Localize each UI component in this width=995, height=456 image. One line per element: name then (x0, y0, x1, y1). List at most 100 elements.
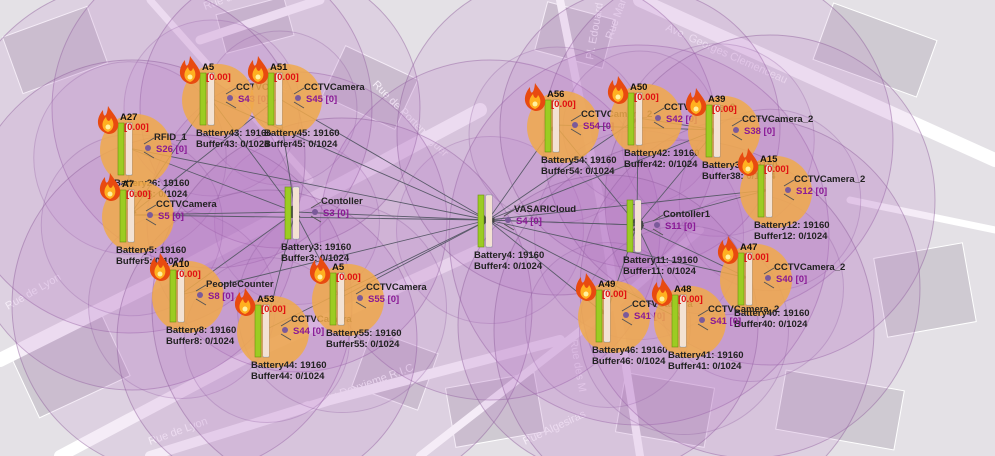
battery-bar (544, 99, 552, 153)
device-icon (280, 319, 292, 341)
link-line (294, 211, 489, 221)
node-battery-label: Battery40: 19160 (734, 308, 810, 319)
fire-icon (651, 278, 673, 306)
node-sensor-label: S41 [0] (710, 316, 741, 327)
node-alarm-label: A50 (630, 82, 647, 93)
node-battery-label: Battery3: 19160 (281, 242, 351, 253)
battery-bar (117, 122, 125, 176)
node-sensor-label: S40 [0] (776, 274, 807, 285)
battery-bar (329, 272, 337, 326)
fire-icon (309, 256, 331, 284)
device-icon (570, 114, 582, 136)
node-battery-label: Battery8: 19160 (166, 325, 236, 336)
node-battery-label: Battery55: 19160 (326, 328, 402, 339)
buffer-bar (714, 106, 720, 156)
node-buffer-label: Buffer11: 0/1024 (623, 266, 697, 277)
node-buffer-label: Buffer41: 0/1024 (668, 361, 742, 372)
node-buffer-label: Buffer54: 0/1024 (541, 166, 615, 177)
node-buffer-label: Buffer40: 0/1024 (734, 319, 808, 330)
link-line (487, 219, 749, 279)
battery-bar (254, 304, 262, 358)
node-alarm-value: [0.00] (336, 272, 361, 283)
node-sensor-label: S4 [0] (516, 216, 542, 227)
buffer-bar (680, 296, 686, 346)
node-name-label: Contoller1 (663, 209, 711, 220)
node-buffer-label: Buffer45: 0/1024 (264, 139, 338, 150)
device-icon (653, 107, 665, 129)
device-icon (355, 287, 367, 309)
node-sensor-label: S8 [0] (208, 291, 234, 302)
link-line (179, 219, 489, 296)
node-alarm-value: [0.00] (678, 294, 703, 305)
battery-bar (757, 164, 765, 218)
node-battery-label: Battery43: 19160 (196, 128, 272, 139)
buffer-bar (178, 271, 184, 321)
fire-icon (685, 88, 707, 116)
node-alarm-label: A48 (674, 284, 691, 295)
node-sensor-label: S54 [0] (583, 121, 614, 132)
buffer-bar (746, 254, 752, 304)
node-alarm-label: A10 (172, 259, 189, 270)
battery-bar (671, 294, 679, 348)
node-sensor-label: S11 [0] (665, 221, 696, 232)
node-name-label: CCTVCamera_2 (708, 304, 779, 315)
battery-bar (705, 104, 713, 158)
node-n44[interactable]: CCTVCameraS44 [0]Battery44: 19160Buffer4… (234, 288, 353, 382)
buffer-bar (486, 196, 492, 246)
node-alarm-label: A49 (598, 279, 615, 290)
device-icon (621, 304, 633, 326)
fire-icon (99, 173, 121, 201)
fire-icon (607, 76, 629, 104)
buffer-bar (263, 306, 269, 356)
node-n54[interactable]: CCTVCamera_2S54 [0]Battery54: 19160Buffe… (524, 83, 652, 177)
node-sensor-label: S41 [0] (634, 311, 665, 322)
device-icon (783, 179, 795, 201)
node-sensor-label: S44 [0] (293, 326, 324, 337)
node-alarm-value: [0.00] (764, 164, 789, 175)
fire-icon (179, 56, 201, 84)
node-alarm-value: [0.00] (126, 189, 151, 200)
node-buffer-label: Buffer38: 0/1024 (702, 171, 776, 182)
fire-icon (737, 148, 759, 176)
buffer-bar (128, 191, 134, 241)
node-alarm-label: A56 (547, 89, 564, 100)
device-icon (697, 309, 709, 331)
node-alarm-label: A7 (122, 179, 134, 190)
node-alarm-value: [0.00] (634, 92, 659, 103)
node-sensor-label: S3 [0] (323, 208, 349, 219)
node-alarm-value: [0.00] (602, 289, 627, 300)
node-battery-label: Battery54: 19160 (541, 155, 617, 166)
node-sensor-label: S26 [0] (156, 144, 187, 155)
node-sensor-label: S38 [0] (744, 126, 775, 137)
buffer-bar (766, 166, 772, 216)
node-battery-label: Battery41: 19160 (668, 350, 744, 361)
link-line (487, 219, 638, 226)
battery-bar (199, 72, 207, 126)
node-sensor-label: S42 [0] (666, 114, 697, 125)
link-line (487, 219, 683, 321)
device-icon (195, 284, 207, 306)
node-buffer-label: Buffer42: 0/1024 (624, 159, 698, 170)
node-buffer-label: Buffer43: 0/1024 (196, 139, 270, 150)
battery-bar (284, 186, 292, 240)
node-sensor-label: S55 [0] (368, 294, 399, 305)
node-alarm-value: [0.00] (744, 252, 769, 263)
fire-icon (234, 288, 256, 316)
node-buffer-label: Buffer46: 0/1024 (592, 356, 666, 367)
node-n42[interactable]: CCTVCamera_2S42 [0]Battery42: 19160Buffe… (607, 76, 735, 170)
node-name-label: PeopleCounter (206, 279, 274, 290)
node-buffer-label: Buffer5: 0/1024 (116, 256, 185, 267)
node-battery-label: Battery5: 19160 (116, 245, 186, 256)
